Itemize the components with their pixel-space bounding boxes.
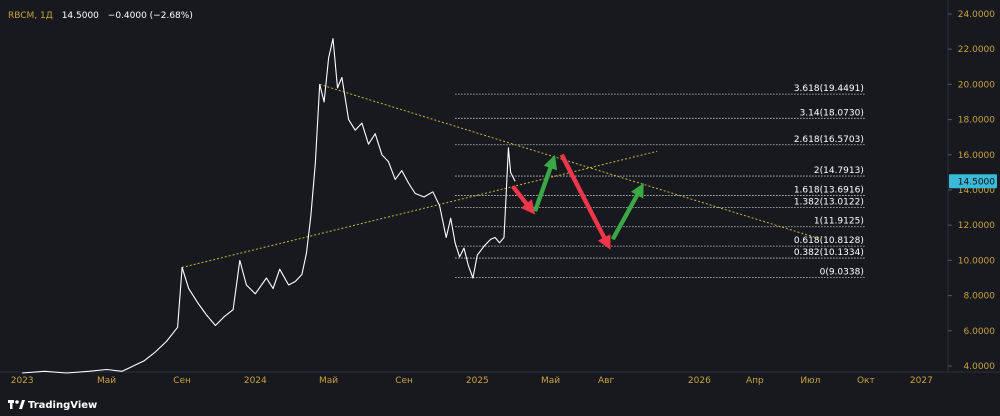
x-tick-label: 2025 <box>466 376 489 386</box>
y-tick-label: 8.0000 <box>964 292 996 302</box>
x-tick-label: 2024 <box>244 376 267 386</box>
fib-level-label: 1.618(13.6916) <box>794 185 864 195</box>
x-tick-label: 2027 <box>910 376 933 386</box>
fib-level-label: 0(9.0338) <box>820 267 864 277</box>
arrow-down-icon[interactable] <box>511 185 536 215</box>
symbol-label: RBCM, 1Д <box>8 11 53 21</box>
x-tick-label: Май <box>319 376 338 386</box>
trendlines[interactable] <box>181 83 822 268</box>
y-tick-label: 18.0000 <box>958 116 995 126</box>
x-tick-label: Авг <box>598 376 614 386</box>
tradingview-brand: TradingView <box>28 400 97 411</box>
arrow-up-icon[interactable] <box>533 154 557 212</box>
trendline[interactable] <box>181 150 658 268</box>
x-tick-label: Сен <box>395 376 413 386</box>
y-tick-label: 10.0000 <box>958 256 995 266</box>
last-price-label: 14.5000 <box>62 11 99 21</box>
x-tick-label: 2023 <box>11 376 34 386</box>
chart-legend: RBCM, 1Д 14.5000 −0.4000 (−2.68%) <box>8 11 193 21</box>
tradingview-logo[interactable]: TradingView <box>8 400 97 411</box>
x-tick-label: 2026 <box>688 376 711 386</box>
y-tick-label: 4.0000 <box>964 362 996 372</box>
price-badge: 14.5000 <box>949 174 997 189</box>
x-tick-label: Май <box>97 376 116 386</box>
trendline[interactable] <box>319 83 822 240</box>
x-tick-label: Окт <box>857 376 875 386</box>
x-tick-label: Сен <box>173 376 191 386</box>
x-axis[interactable]: 2023 Май Сен 2024 Май Сен 2025 Май Авг 2026 Апр Июл… <box>11 376 933 386</box>
fib-level-label: 0.618(10.8128) <box>794 236 864 246</box>
arrow-down-icon[interactable] <box>559 153 611 250</box>
projection-arrows[interactable] <box>511 153 644 250</box>
x-tick-label: Май <box>541 376 560 386</box>
last-price-badge <box>949 174 997 189</box>
fib-level-label: 1(11.9125) <box>814 217 864 227</box>
grid <box>0 0 1000 373</box>
y-axis[interactable]: 4.00006.00008.000010.000012.000014.00001… <box>948 10 995 372</box>
fib-level-label: 1.382(13.0122) <box>794 197 864 207</box>
fib-level-label: 2.618(16.5703) <box>794 135 864 145</box>
price-series <box>22 38 516 374</box>
fib-level-label: 2(14.7913) <box>814 166 864 176</box>
y-tick-label: 20.0000 <box>958 80 995 90</box>
price-line <box>22 38 516 374</box>
x-tick-label: Апр <box>746 376 764 386</box>
change-label: −0.4000 (−2.68%) <box>108 11 193 21</box>
last-price-badge-label: 14.5000 <box>958 178 995 188</box>
x-tick-label: Июл <box>800 376 820 386</box>
fibonacci-extension[interactable]: 3.618(19.4491) 3.14(18.0730) 2.618(16.5703… <box>455 84 866 278</box>
y-tick-label: 24.0000 <box>958 10 995 20</box>
tv-logo-icon <box>8 400 25 409</box>
y-tick-label: 22.0000 <box>958 45 995 55</box>
arrow-up-icon[interactable] <box>610 183 644 241</box>
y-tick-label: 16.0000 <box>958 151 995 161</box>
y-tick-label: 14.0000 <box>958 186 995 196</box>
fib-level-label: 3.14(18.0730) <box>800 108 864 118</box>
fib-level-label: 3.618(19.4491) <box>794 84 864 94</box>
y-tick-label: 12.0000 <box>958 221 995 231</box>
fib-level-label: 0.382(10.1334) <box>794 248 864 258</box>
y-tick-label: 6.0000 <box>964 327 996 337</box>
